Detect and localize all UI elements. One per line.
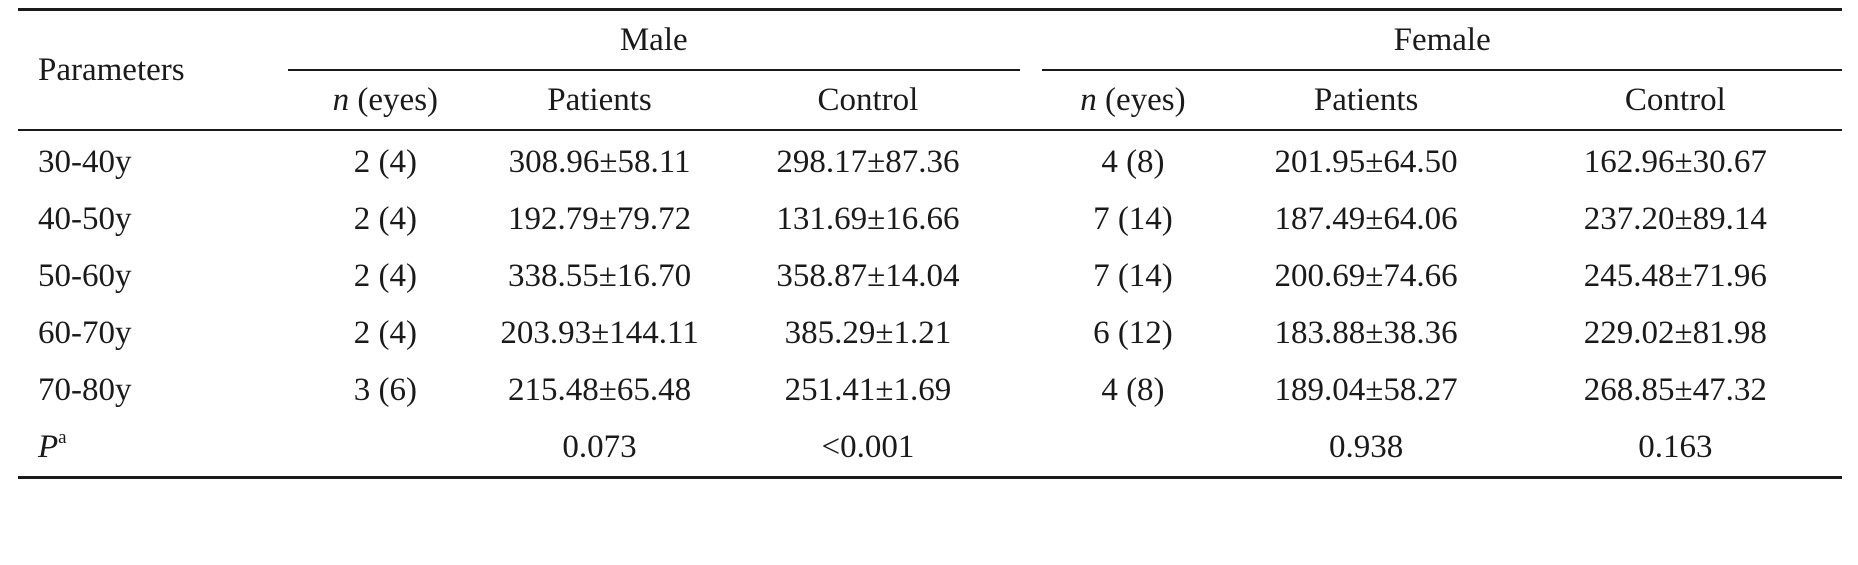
table-row: 40-50y 2 (4) 192.79±79.72 131.69±16.66 7…: [18, 191, 1842, 248]
p-value-row: Pa 0.073 <0.001 0.938 0.163: [18, 419, 1842, 479]
header-female-control: Control: [1508, 70, 1842, 131]
row-param: 40-50y: [38, 201, 132, 237]
header-n-rest: (eyes): [1096, 81, 1186, 118]
header-male-n: n (eyes): [287, 70, 484, 131]
table-row: 30-40y 2 (4) 308.96±58.11 298.17±87.36 4…: [18, 130, 1842, 191]
data-table-container: Parameters Male Female n (eyes) Patients…: [18, 8, 1842, 479]
male-patients-cell: 192.79±79.72: [507, 201, 692, 237]
female-patients-cell: 183.88±38.36: [1274, 315, 1458, 351]
male-control-cell: 251.41±1.69: [784, 372, 952, 408]
male-control-p: <0.001: [715, 419, 1020, 479]
male-patients-cell: 308.96±58.11: [508, 144, 691, 180]
male-control-cell: 131.69±16.66: [776, 201, 960, 237]
gap-cell: [1020, 419, 1043, 479]
female-n-cell: 7 (14): [1093, 258, 1173, 294]
female-patients-cell: 200.69±74.66: [1274, 258, 1458, 294]
header-parameters: Parameters: [18, 8, 288, 131]
female-control-cell: 245.48±71.96: [1583, 258, 1767, 294]
female-n-cell: [1042, 419, 1224, 479]
row-param: 60-70y: [38, 315, 132, 351]
p-value-label: Pa: [18, 419, 288, 479]
female-n-cell: 6 (12): [1093, 315, 1173, 351]
gap-cell: [1020, 305, 1042, 362]
female-control-cell: 237.20±89.14: [1583, 201, 1767, 237]
header-gap: [1020, 8, 1043, 70]
male-n-cell: 2 (4): [353, 315, 417, 351]
header-female-n: n (eyes): [1042, 70, 1224, 131]
header-n-italic: n: [332, 81, 350, 118]
header-row-groups: Parameters Male Female: [18, 8, 1842, 131]
header-female-patients: Patients: [1223, 70, 1509, 131]
male-control-cell: 298.17±87.36: [776, 144, 960, 180]
male-n-cell: 2 (4): [353, 144, 417, 180]
gap-cell: [1020, 130, 1042, 191]
table-row: 50-60y 2 (4) 338.55±16.70 358.87±14.04 7…: [18, 248, 1842, 305]
row-param: 70-80y: [38, 372, 132, 408]
male-patients-cell: 338.55±16.70: [507, 258, 692, 294]
male-n-cell: 3 (6): [353, 372, 417, 408]
female-control-cell: 162.96±30.67: [1583, 144, 1767, 180]
p-superscript: a: [58, 427, 67, 448]
header-male-patients: Patients: [483, 70, 716, 131]
gap-cell: [1020, 362, 1042, 419]
female-control-cell: 229.02±81.98: [1583, 315, 1767, 351]
female-patients-cell: 201.95±64.50: [1274, 144, 1458, 180]
parameters-table: Parameters Male Female n (eyes) Patients…: [18, 8, 1842, 479]
female-patients-cell: 187.49±64.06: [1274, 201, 1458, 237]
table-row: 60-70y 2 (4) 203.93±144.11 385.29±1.21 6…: [18, 305, 1842, 362]
gap-cell: [1020, 248, 1042, 305]
header-gap-sub: [1020, 70, 1043, 131]
male-patients-p: 0.073: [483, 419, 716, 479]
male-n-cell: 2 (4): [353, 258, 417, 294]
header-male-control: Control: [715, 70, 1020, 131]
header-row-columns: n (eyes) Patients Control n (eyes) Patie…: [18, 70, 1842, 131]
male-n-cell: 2 (4): [353, 201, 417, 237]
header-male: Male: [287, 8, 1020, 71]
male-patients-cell: 215.48±65.48: [507, 372, 692, 408]
male-control-cell: 358.87±14.04: [776, 258, 960, 294]
p-letter: P: [38, 429, 59, 465]
header-n-italic: n: [1080, 81, 1097, 118]
female-n-cell: 7 (14): [1093, 201, 1173, 237]
female-n-cell: 4 (8): [1101, 144, 1165, 180]
female-n-cell: 4 (8): [1101, 372, 1165, 408]
header-female: Female: [1042, 8, 1842, 71]
female-patients-cell: 189.04±58.27: [1274, 372, 1458, 408]
table-row: 70-80y 3 (6) 215.48±65.48 251.41±1.69 4 …: [18, 362, 1842, 419]
female-patients-p: 0.938: [1223, 419, 1509, 479]
row-param: 50-60y: [38, 258, 132, 294]
male-n-cell: [287, 419, 484, 479]
row-param: 30-40y: [38, 144, 132, 180]
female-control-p: 0.163: [1508, 419, 1842, 479]
gap-cell: [1020, 191, 1042, 248]
male-control-cell: 385.29±1.21: [784, 315, 952, 351]
male-patients-cell: 203.93±144.11: [500, 315, 699, 351]
female-control-cell: 268.85±47.32: [1583, 372, 1767, 408]
header-n-rest: (eyes): [349, 81, 439, 118]
